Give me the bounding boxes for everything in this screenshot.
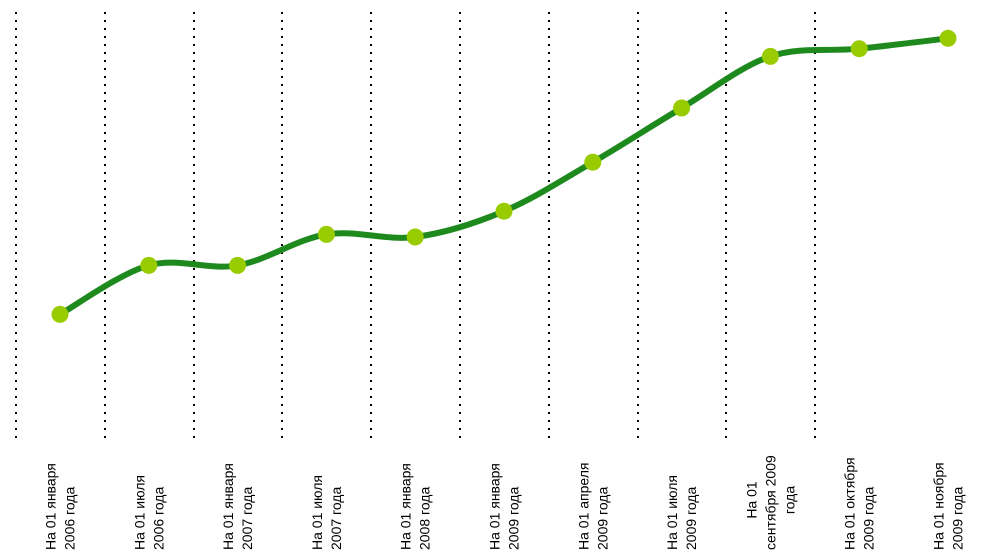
data-points	[51, 29, 957, 323]
grid-lines	[15, 12, 816, 440]
x-axis-tick-labels: На 01 января 2006 года На 01 июля 2006 года…	[43, 455, 966, 550]
data-point	[51, 305, 69, 323]
x-tick-label: На 01 июля 2007 года	[309, 475, 344, 550]
x-tick-label: На 01 сентября 2009 года	[743, 455, 797, 550]
x-tick-label-line: 2006 года	[150, 487, 166, 550]
x-tick-label: На 01 октября 2009 года	[842, 457, 877, 550]
x-tick-label: На 01 июля 2006 года	[131, 475, 166, 550]
data-point	[317, 225, 335, 243]
data-point	[939, 29, 957, 47]
x-tick-label: На 01 апреля 2009 года	[575, 463, 610, 550]
x-tick-label-line: 2006 года	[62, 487, 78, 550]
data-point	[850, 40, 868, 58]
x-tick-label-line: 2009 года	[950, 487, 966, 550]
x-tick-label-line: 2007 года	[239, 487, 255, 550]
x-tick-label-line: 2008 года	[417, 487, 433, 550]
x-tick-label-line: На 01 января	[220, 463, 236, 550]
data-point	[673, 99, 691, 117]
series-line	[57, 35, 951, 318]
data-point	[584, 153, 602, 171]
x-tick-label: На 01 ноября 2009 года	[931, 462, 966, 550]
x-tick-label-line: На 01 июля	[131, 475, 147, 550]
x-tick-label: На 01 января 2009 года	[487, 463, 522, 550]
x-tick-label-line: 2009 года	[683, 487, 699, 550]
data-point	[406, 228, 424, 246]
data-point	[761, 47, 779, 65]
x-tick-label-line: На 01 ноября	[931, 462, 947, 550]
x-tick-label-line: На 01 июля	[664, 475, 680, 550]
x-tick-label-line: На 01 января	[398, 463, 414, 550]
x-tick-label: На 01 января 2006 года	[43, 463, 78, 550]
x-tick-label-line: На 01 июля	[309, 475, 325, 550]
x-tick-label-line: На 01 января	[43, 463, 59, 550]
x-tick-label-line: 2007 года	[328, 487, 344, 550]
x-tick-label: На 01 июля 2009 года	[664, 475, 699, 550]
x-tick-label: На 01 января 2008 года	[398, 463, 433, 550]
x-tick-label-line: 2009 года	[861, 487, 877, 550]
x-tick-label-line: 2009 года	[506, 487, 522, 550]
x-tick-label-line: 2009 года	[594, 487, 610, 550]
x-tick-label: На 01 января 2007 года	[220, 463, 255, 550]
x-tick-label-line: сентября 2009	[762, 455, 778, 550]
x-tick-label-line: На 01 апреля	[575, 463, 591, 550]
x-tick-label-line: На 01	[743, 481, 759, 519]
data-point	[229, 256, 247, 274]
data-point	[495, 202, 513, 220]
x-tick-label-line: года	[781, 486, 797, 514]
series-line-group	[57, 35, 951, 318]
data-point	[140, 256, 158, 274]
x-tick-label-line: На 01 января	[487, 463, 503, 550]
x-tick-label-line: На 01 октября	[842, 457, 858, 550]
